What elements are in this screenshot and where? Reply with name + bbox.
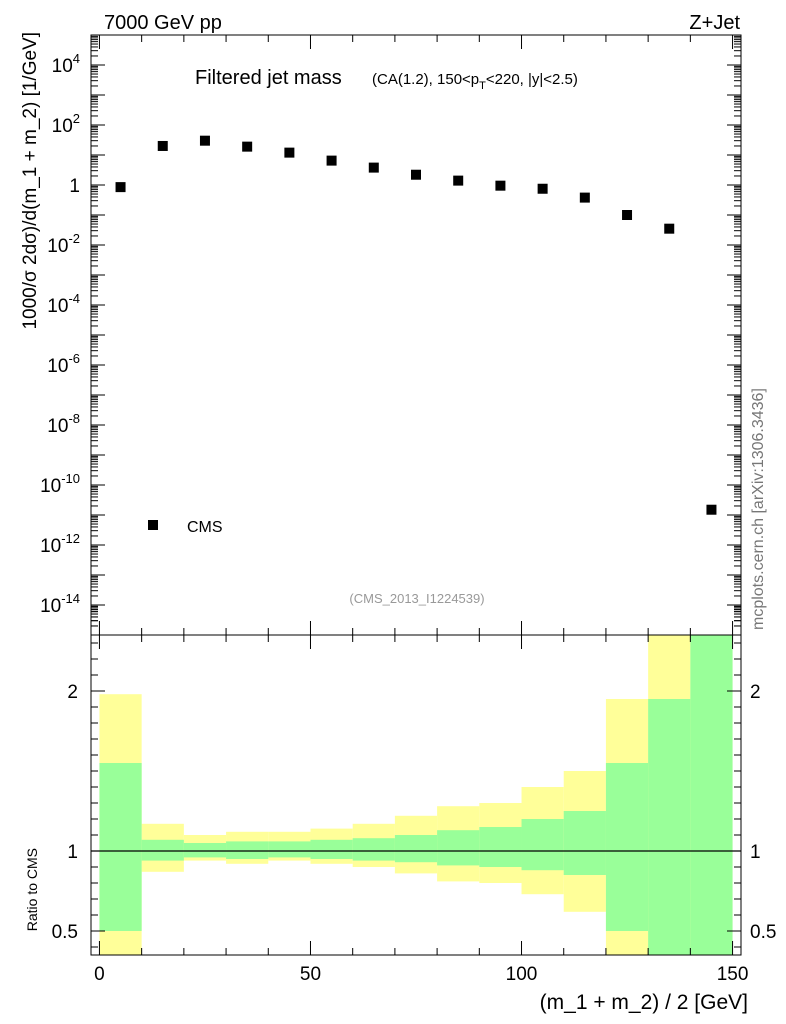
data-point: [537, 183, 548, 194]
y-tick-label: 10-8: [47, 411, 80, 437]
data-point: [664, 223, 675, 234]
data-point: [157, 140, 168, 151]
stat-band-bin-14: [690, 635, 733, 955]
stat-band-bin-10: [521, 819, 564, 871]
y-tick-base: 10: [47, 416, 68, 437]
stat-band-bin-12: [605, 763, 649, 931]
ratio-y-tick-label: 1: [67, 842, 78, 863]
data-point: [368, 162, 379, 173]
y-tick-exponent: -4: [68, 291, 80, 306]
y-tick-exponent: -12: [61, 531, 80, 546]
y-tick-exponent: -8: [68, 411, 80, 426]
data-point: [622, 210, 633, 220]
stat-band-bin-8: [437, 830, 480, 866]
data-point: [326, 155, 337, 166]
y-tick-exponent: -2: [68, 231, 80, 246]
main-frame: [90, 34, 742, 636]
subtitle-part-1: (CA(1.2), 150<p: [372, 71, 479, 88]
stat-band-bin-1: [141, 839, 184, 861]
ratio-y-tick-label-right: 0.5: [750, 922, 776, 943]
stat-band-bin-6: [352, 838, 395, 861]
y-tick-base: 10: [47, 296, 68, 317]
ratio-bands: [91, 635, 741, 955]
header-right: Z+Jet: [689, 12, 740, 34]
ratio-y-tick-label: 0.5: [52, 922, 78, 943]
x-tick-label: 0: [94, 964, 105, 985]
y-tick-label: 10-12: [40, 531, 80, 557]
side-label: mcplots.cern.ch [arXiv:1306.3436]: [750, 388, 767, 630]
y-tick-base: 10: [47, 356, 68, 377]
analysis-tag: (CMS_2013_I1224539): [349, 591, 484, 606]
stat-band-bin-7: [394, 835, 438, 863]
y-tick-label: 10-2: [47, 231, 80, 257]
y-tick-base: 10: [52, 116, 73, 137]
y-tick-exponent: -14: [61, 591, 80, 606]
y-tick-exponent: 2: [73, 111, 80, 126]
stat-band-bin-13: [648, 699, 691, 955]
y-tick-label: 102: [52, 111, 80, 137]
y-tick-label: 104: [52, 51, 80, 77]
header-left: 7000 GeV pp: [104, 12, 222, 34]
data-point: [284, 147, 295, 158]
data-point: [115, 182, 126, 193]
ratio-frame: [90, 634, 742, 956]
data-point: [242, 141, 253, 152]
data-point: [495, 180, 506, 191]
y-tick-label: 1: [69, 176, 80, 197]
main-subtitle: (CA(1.2), 150<pT<220, |y|<2.5): [372, 71, 578, 92]
data-point: [453, 175, 464, 186]
x-tick-label: 100: [506, 964, 538, 985]
y-tick-exponent: -10: [61, 471, 80, 486]
main-ylabel: 1000/σ 2dσ)/d(m_1 + m_2) [1/GeV]: [20, 32, 41, 330]
stat-band-bin-3: [226, 841, 269, 859]
data-point: [199, 135, 210, 146]
y-tick-exponent: 4: [73, 51, 80, 66]
y-tick-base: 10: [40, 536, 61, 557]
data-point: [706, 504, 717, 515]
stat-band-bin-4: [268, 841, 311, 858]
stat-band-bin-11: [563, 811, 606, 875]
y-tick-label: 10-6: [47, 351, 80, 377]
y-tick-label: 10-4: [47, 291, 80, 317]
ratio-y-tick-label-right: 2: [750, 682, 761, 703]
legend-label: CMS: [187, 519, 223, 536]
stat-band-bin-2: [183, 843, 227, 858]
data-point: [411, 169, 421, 180]
ratio-ylabel: Ratio to CMS: [24, 848, 40, 931]
x-tick-label: 50: [300, 964, 321, 985]
stat-band-bin-9: [479, 827, 522, 867]
stat-band-bin-5: [310, 839, 353, 859]
legend-marker: [148, 520, 158, 530]
y-tick-exponent: -6: [68, 351, 80, 366]
x-tick-label: 150: [717, 964, 749, 985]
subtitle-part-2: T: [479, 80, 486, 92]
y-tick-base: 10: [40, 596, 61, 617]
subtitle-part-3: <220, |y|<2.5): [486, 71, 578, 88]
y-tick-base: 10: [40, 476, 61, 497]
main-points: [115, 135, 717, 515]
main-title: Filtered jet mass: [195, 67, 342, 89]
y-tick-label: 10-10: [40, 471, 80, 497]
data-point: [579, 192, 590, 203]
ratio-y-tick-label-right: 1: [750, 842, 761, 863]
stat-band-bin-0: [99, 763, 142, 931]
y-tick-label: 10-14: [40, 591, 80, 617]
ratio-y-tick-label: 2: [67, 682, 78, 703]
y-tick-base: 10: [47, 236, 68, 257]
xlabel: (m_1 + m_2) / 2 [GeV]: [540, 991, 748, 1014]
y-tick-base: 10: [52, 56, 73, 77]
